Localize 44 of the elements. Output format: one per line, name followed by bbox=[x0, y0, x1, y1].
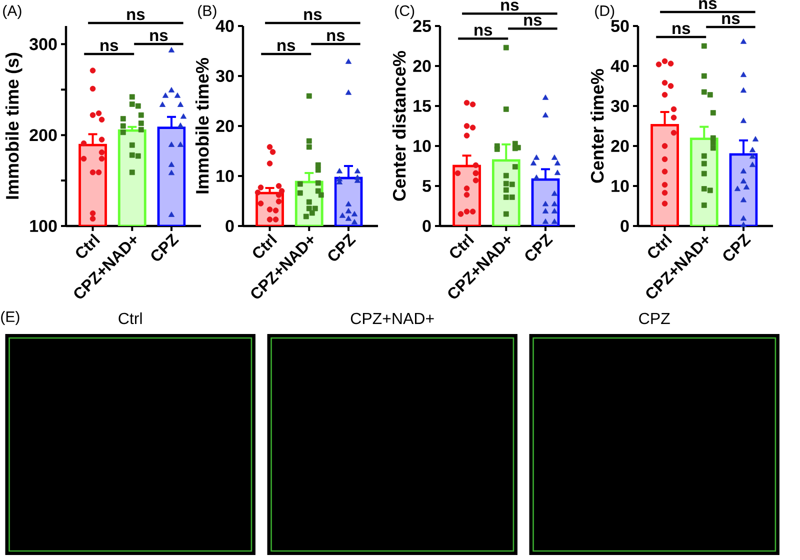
y-tick-label: 50 bbox=[611, 20, 629, 32]
y-axis-title: Center distance% bbox=[392, 50, 406, 201]
y-axis-title: Immobile time% bbox=[195, 58, 209, 194]
category-label: CPZ+NAD+ bbox=[350, 312, 434, 324]
y-tick-label: 0 bbox=[620, 220, 629, 232]
y-axis-title: Center time% bbox=[590, 68, 604, 183]
y-tick-label: 5 bbox=[422, 180, 432, 192]
text: (E) bbox=[1, 311, 20, 325]
y-tick-label: 15 bbox=[414, 100, 431, 112]
y-tick-label: 40 bbox=[610, 60, 629, 72]
text: ns bbox=[699, 0, 717, 10]
annotation: ns bbox=[672, 25, 690, 34]
y-tick-label: 300 bbox=[29, 38, 57, 50]
category-label: Ctrl bbox=[118, 312, 142, 324]
chart-title: (B) bbox=[198, 5, 216, 19]
y-tick-label: 20 bbox=[413, 60, 431, 72]
y-tick-label: 40 bbox=[216, 20, 234, 32]
chart-title: (C) bbox=[395, 5, 414, 19]
text: ns bbox=[722, 15, 740, 24]
category-label: CPZ bbox=[639, 312, 670, 324]
y-tick-label: 10 bbox=[216, 170, 234, 182]
y-tick-label: 0 bbox=[226, 220, 234, 232]
y-axis-title: Immobile time (s) bbox=[5, 52, 22, 199]
text: ns bbox=[501, 2, 519, 11]
text: ns bbox=[304, 11, 322, 20]
y-tick-label: 25 bbox=[413, 20, 431, 32]
y-tick-label: 0 bbox=[422, 220, 431, 232]
annotation: ns bbox=[100, 42, 118, 52]
y-tick-label: 20 bbox=[611, 140, 629, 152]
text: ns bbox=[524, 16, 542, 26]
y-tick-label: 10 bbox=[612, 180, 629, 192]
annotation: ns bbox=[327, 32, 345, 42]
annotation: ns bbox=[278, 42, 296, 52]
y-tick-label: 100 bbox=[30, 220, 57, 232]
annotation: ns bbox=[150, 32, 168, 42]
y-tick-label: 30 bbox=[216, 70, 234, 82]
chart-title: (D) bbox=[595, 5, 614, 19]
text: ns bbox=[127, 11, 145, 20]
annotation: ns bbox=[474, 26, 492, 36]
y-tick-label: 20 bbox=[216, 120, 234, 132]
y-tick-label: 10 bbox=[414, 140, 431, 152]
y-tick-label: 200 bbox=[30, 129, 57, 142]
y-tick-label: 30 bbox=[610, 100, 629, 112]
chart-title: (A) bbox=[3, 5, 22, 19]
